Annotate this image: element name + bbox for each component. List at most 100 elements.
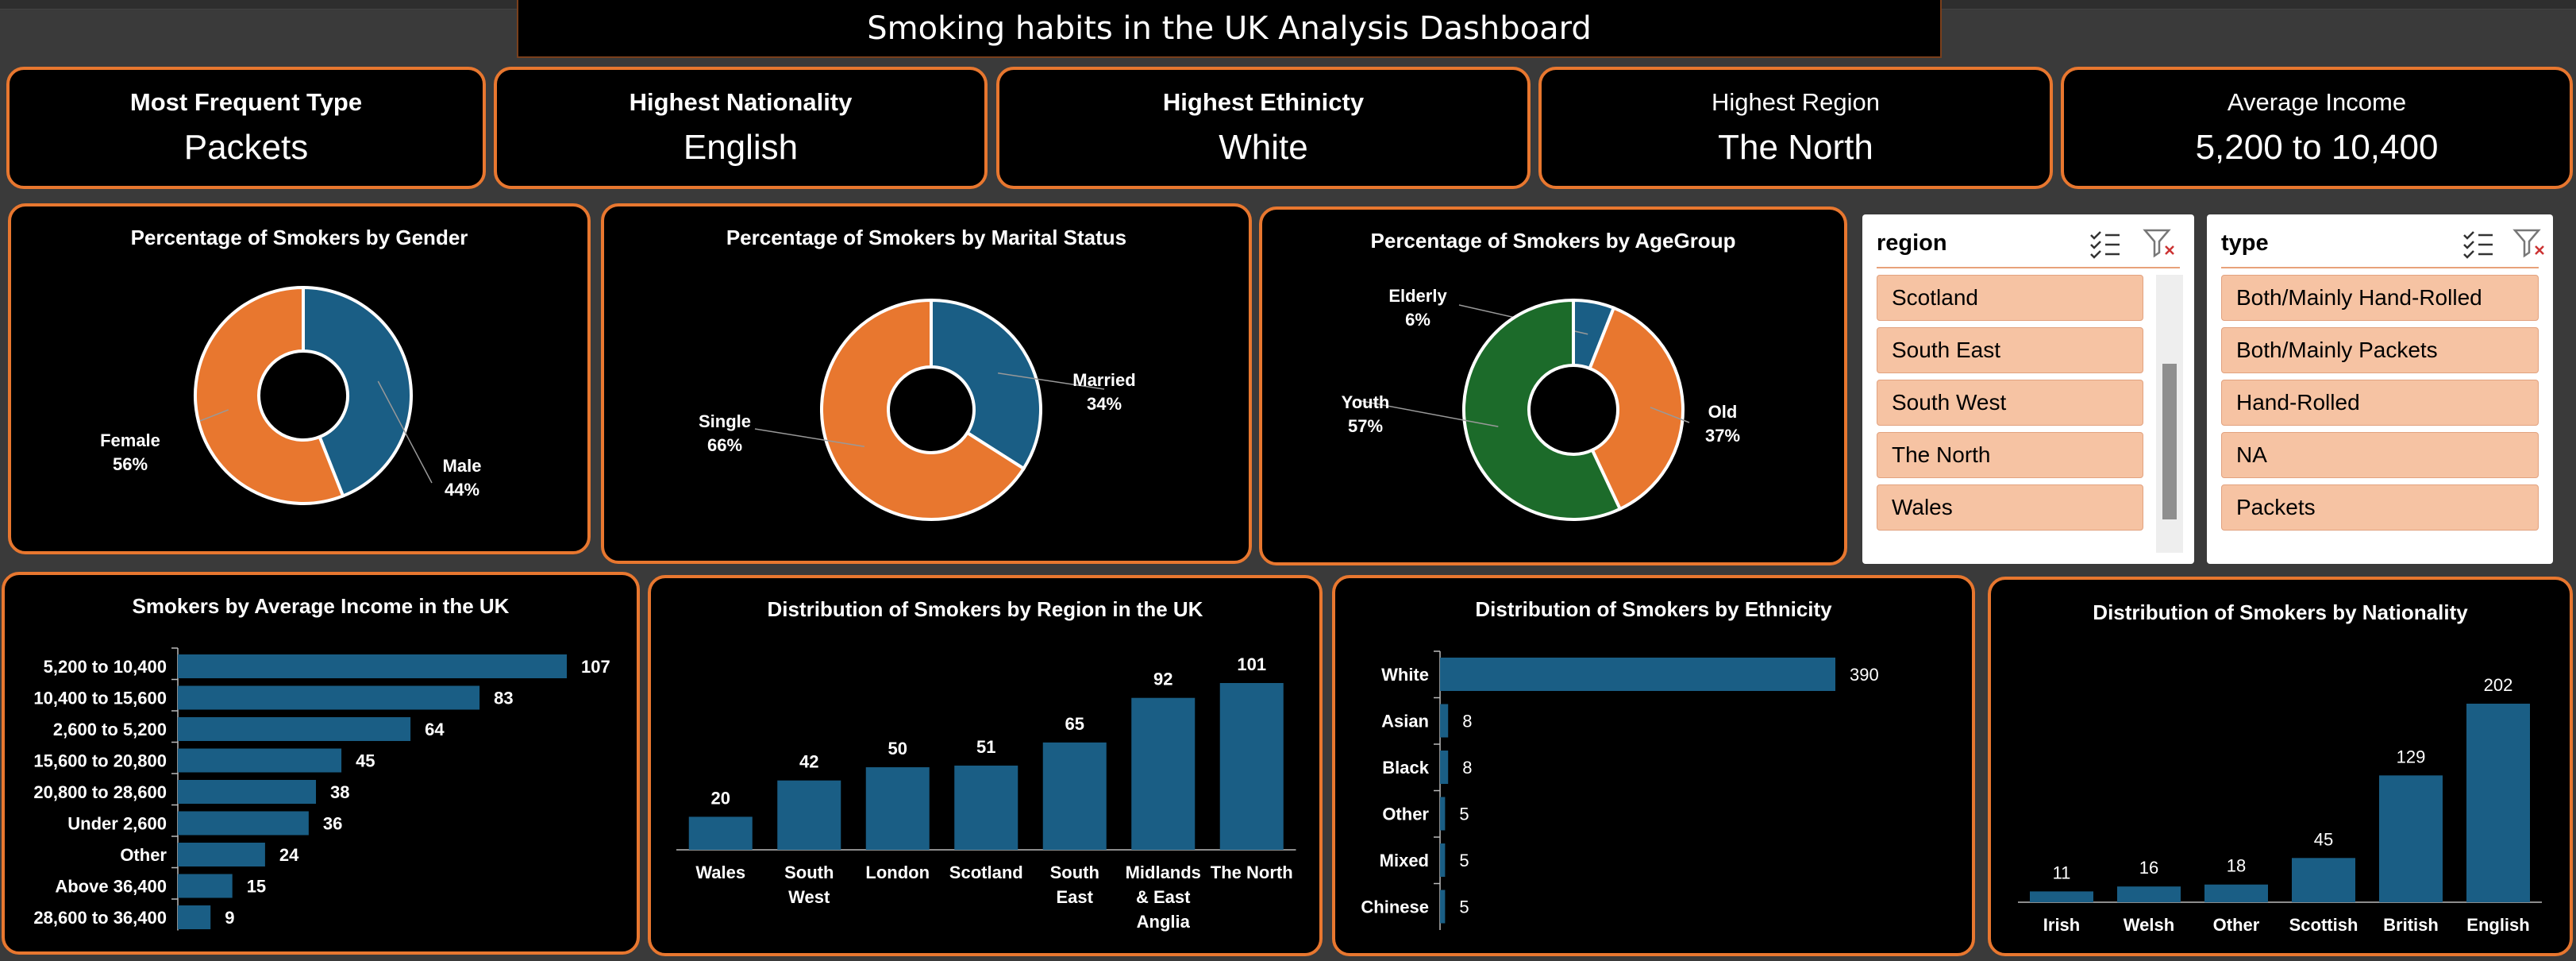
slicer-item-both-mainly-hand-rolled[interactable]: Both/Mainly Hand-Rolled (2221, 275, 2539, 321)
slice-label: Married (1072, 370, 1135, 390)
multi-select-icon[interactable] (2088, 227, 2123, 259)
kpi-value: The North (1718, 128, 1873, 167)
scrollbar-thumb[interactable] (2162, 364, 2177, 519)
slicer-item-the-north[interactable]: The North (1877, 432, 2143, 478)
slice-old (1588, 306, 1685, 511)
slice-pct-label: 34% (1087, 394, 1122, 414)
bar-mixed (1440, 843, 1446, 877)
data-label: 11 (2053, 863, 2071, 882)
category-label: Chinese (1361, 897, 1429, 917)
category-label: Black (1382, 758, 1429, 778)
bar-welsh (2117, 886, 2181, 902)
category-label: Irish (2043, 915, 2080, 935)
slicer-scrollbar[interactable] (2156, 275, 2183, 553)
type-slicer[interactable]: type Both/Mainly Hand-Rolled Both/Mainly… (2207, 214, 2553, 564)
chart-income: 5,200 to 10,400 107 10,400 to 15,600 83 2,60… (33, 647, 610, 931)
clear-filter-icon[interactable] (2512, 227, 2547, 259)
bar-midlands-east-anglia (1131, 697, 1196, 850)
category-label: Scotland (949, 863, 1023, 882)
chart-title: Percentage of Smokers by Gender (130, 226, 468, 249)
category-label: East (1057, 887, 1094, 907)
data-label: 16 (2139, 858, 2158, 878)
bar-scottish (2292, 858, 2355, 902)
bar-white (1440, 658, 1835, 691)
data-label: 9 (225, 908, 234, 928)
bar-15-600-to-20-800 (178, 748, 342, 773)
slice-pct-label: 66% (707, 435, 742, 455)
bar-black (1440, 751, 1449, 784)
bar-other (2204, 884, 2268, 902)
data-label: 24 (279, 845, 299, 865)
bar-5-200-to-10-400 (178, 654, 567, 678)
bar-the-north (1219, 683, 1284, 850)
category-label: & East (1136, 887, 1191, 907)
data-label: 129 (2397, 747, 2426, 766)
chart-gender-panel: Percentage of Smokers by Gender Male 44% F… (8, 203, 591, 554)
clear-filter-icon[interactable] (2142, 227, 2177, 259)
chart-title: Distribution of Smokers by Ethnicity (1475, 597, 1832, 621)
data-label: 15 (247, 877, 266, 897)
kpi-value: 5,200 to 10,400 (2195, 128, 2439, 167)
chart-region: 20 Wales 42 South West 50 London 51 Scotland 65 So… (676, 654, 1296, 932)
chart-nationality-panel: Distribution of Smokers by Nationality 1… (1988, 577, 2573, 956)
data-label: 50 (888, 739, 907, 758)
bar-english (2466, 704, 2530, 902)
kpi-label: Most Frequent Type (129, 88, 363, 116)
category-label: 15,600 to 20,800 (33, 751, 167, 771)
category-label: Other (2213, 915, 2260, 935)
category-label: South (784, 863, 834, 882)
dashboard-title-bar: Smoking habits in the UK Analysis Dashbo… (517, 0, 1942, 58)
bar-other (1440, 797, 1446, 831)
slicer-item-both-mainly-packets[interactable]: Both/Mainly Packets (2221, 327, 2539, 373)
slice-label: Male (443, 456, 482, 476)
data-label: 8 (1462, 758, 1472, 778)
slice-single (820, 298, 1026, 521)
slice-female (194, 285, 345, 505)
bar-south-east (1042, 742, 1107, 850)
chart-nationality: 11 Irish 16 Welsh 18 Other 45 Scottish 129 Britis… (2018, 675, 2542, 935)
kpi-label: Average Income (2227, 88, 2407, 116)
chart-agegroup: Elderly 6% Old 37% Youth 57% (1342, 286, 1740, 521)
category-label: British (2383, 915, 2439, 935)
kpi-label: Highest Ethinicty (1162, 88, 1365, 116)
data-label: 38 (330, 782, 349, 802)
slicer-item-south-west[interactable]: South West (1877, 380, 2143, 426)
slicer-header: type (2221, 230, 2269, 256)
leader-line (1650, 407, 1690, 423)
bar-10-400-to-15-600 (178, 685, 480, 710)
bar-chinese (1440, 890, 1446, 924)
data-label: 45 (356, 751, 375, 771)
slicer-item-hand-rolled[interactable]: Hand-Rolled (2221, 380, 2539, 426)
dashboard-title: Smoking habits in the UK Analysis Dashbo… (867, 10, 1592, 47)
kpi-label: Highest Region (1712, 88, 1880, 116)
category-label: 20,800 to 28,600 (33, 782, 167, 802)
category-label: 10,400 to 15,600 (33, 689, 167, 708)
category-label: Mixed (1380, 851, 1429, 870)
slicer-item-na[interactable]: NA (2221, 432, 2539, 478)
data-label: 51 (976, 737, 995, 757)
category-label: West (788, 887, 830, 907)
bar-2-600-to-5-200 (178, 717, 411, 741)
leader-line (1357, 399, 1499, 427)
multi-select-icon[interactable] (2461, 227, 2496, 259)
slicer-item-south-east[interactable]: South East (1877, 327, 2143, 373)
slicer-item-wales[interactable]: Wales (1877, 484, 2143, 531)
data-label: 42 (799, 752, 818, 772)
category-label: Other (1382, 805, 1429, 824)
chart-income-panel: Smokers by Average Income in the UK 5,20… (2, 572, 640, 955)
slice-label: Elderly (1388, 286, 1447, 306)
slice-label: Female (100, 430, 160, 450)
bar-scotland (954, 765, 1018, 850)
category-label: 2,600 to 5,200 (53, 720, 167, 739)
data-label: 20 (711, 788, 730, 808)
slice-pct-label: 56% (113, 454, 148, 474)
kpi-card-region: Highest Region The North (1538, 67, 2053, 189)
region-slicer[interactable]: region Scotland South East South West Th… (1862, 214, 2194, 564)
data-label: 202 (2484, 675, 2513, 695)
bar-wales (688, 816, 753, 850)
kpi-card-income: Average Income 5,200 to 10,400 (2061, 67, 2573, 189)
slicer-item-scotland[interactable]: Scotland (1877, 275, 2143, 321)
slicer-item-packets[interactable]: Packets (2221, 484, 2539, 531)
bar-irish (2030, 891, 2093, 902)
slice-pct-label: 37% (1705, 426, 1740, 446)
